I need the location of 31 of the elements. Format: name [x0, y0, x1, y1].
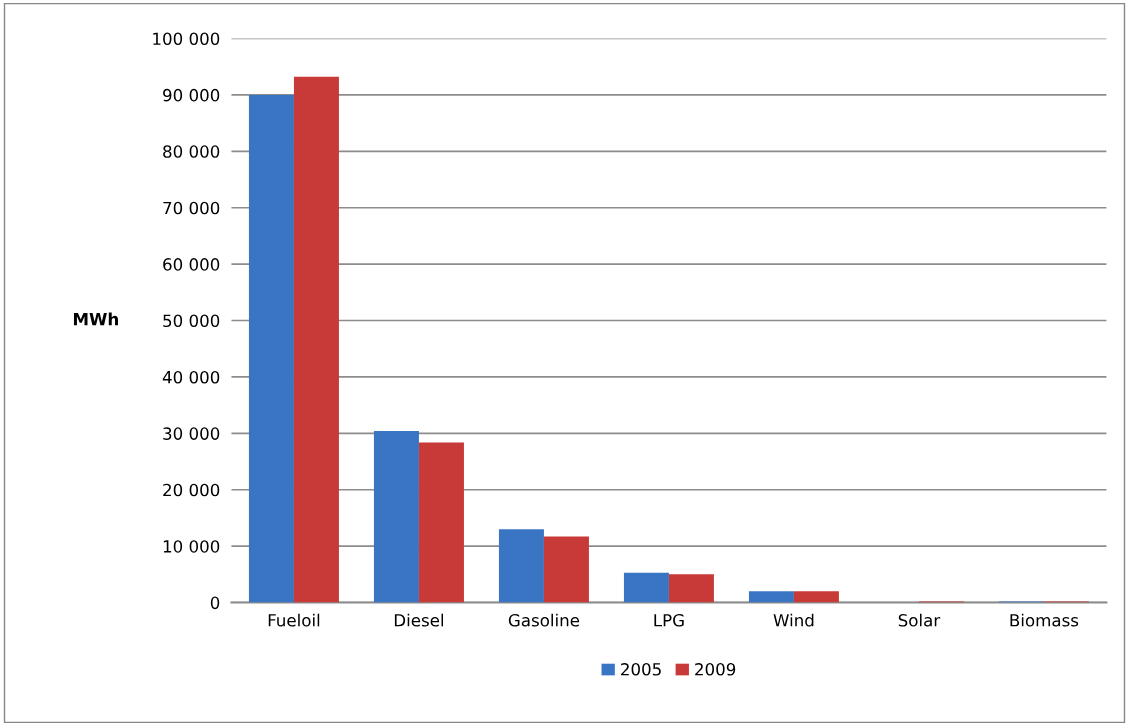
y-tick-label: 50 000 [163, 314, 220, 328]
y-tick-label: 10 000 [163, 540, 220, 553]
y-tick-label: 30 000 [163, 427, 220, 440]
bar [498, 529, 544, 603]
y-tick-label: 40 000 [162, 370, 220, 384]
y-tick-label: 20 000 [163, 483, 220, 497]
y-tick-label: 100 000 [153, 32, 220, 46]
y-tick-label: 0 [210, 596, 220, 610]
y-tick-label: 70 000 [163, 201, 220, 215]
bar [543, 536, 589, 603]
x-tick-label: Solar [898, 613, 941, 627]
x-tick-label: Biomass [1010, 613, 1079, 627]
bar [668, 574, 714, 603]
x-tick-label: Diesel [394, 613, 444, 627]
y-tick-label: 60 000 [163, 258, 220, 271]
x-tick-label: Wind [773, 613, 814, 627]
y-axis-title: MWh [73, 312, 118, 326]
y-tick-label: 80 000 [163, 145, 220, 158]
bar [293, 76, 339, 603]
bar [373, 431, 419, 603]
y-tick-label: 90 000 [163, 88, 220, 102]
x-tick-label: LPG [654, 613, 684, 627]
bar [248, 94, 294, 603]
x-tick-label: Gasoline [508, 613, 580, 627]
bar [793, 591, 839, 603]
legend-label: 2005 [621, 663, 661, 676]
bar [748, 591, 794, 603]
legend-label: 2009 [695, 663, 736, 676]
bar [623, 572, 669, 603]
bar [418, 442, 464, 603]
x-tick-label: Fueloil [268, 613, 320, 627]
